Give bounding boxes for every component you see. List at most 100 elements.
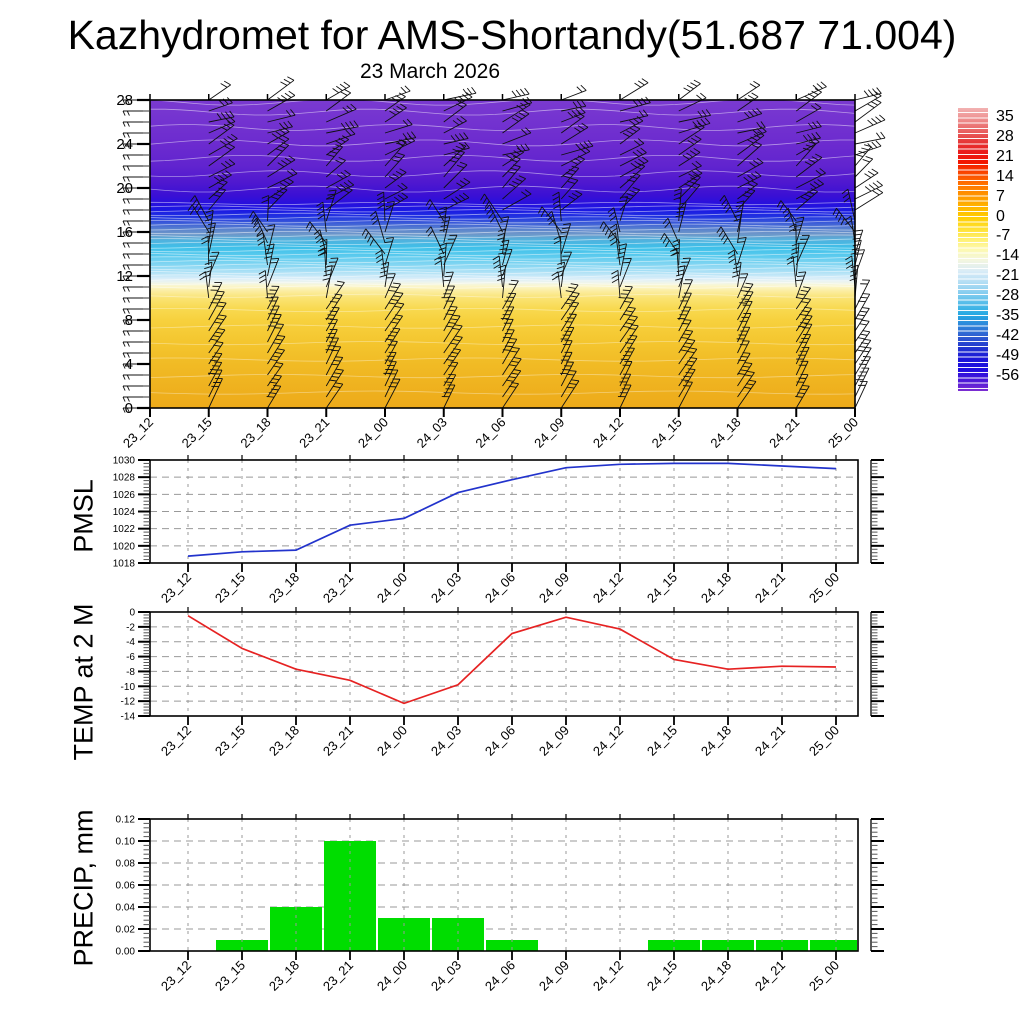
x-tick-label: 23_21: [296, 415, 332, 451]
bar: [432, 918, 484, 951]
colorbar-tick-label: -21: [996, 267, 1020, 285]
x-tick-label: 23_12: [158, 570, 194, 606]
y-tick-label: 28: [116, 92, 133, 109]
date-subtitle: 23 March 2026: [359, 60, 501, 83]
x-tick-label: 23_21: [320, 723, 356, 759]
x-tick-label: 24_09: [531, 415, 567, 451]
x-tick-label: 24_00: [374, 958, 410, 994]
pmsl-line: [187, 462, 837, 557]
right-ruler: [870, 459, 884, 564]
y-tick-label: 0.06: [116, 881, 136, 892]
bar: [324, 841, 376, 951]
right-ruler: [870, 818, 884, 952]
colorbar-tick-label: 21: [996, 147, 1014, 165]
x-tick-label: 24_09: [536, 723, 572, 759]
y-tick-label: 4: [125, 356, 133, 373]
bar: [648, 940, 700, 951]
x-tick-label: 24_21: [752, 958, 788, 994]
x-tick-label: 23_12: [158, 958, 194, 994]
x-tick-label: 24_12: [590, 570, 626, 606]
y-tick-label: 1024: [113, 507, 136, 518]
x-tick-label: 24_18: [698, 570, 734, 606]
x-tick-label: 24_15: [644, 723, 680, 759]
x-tick-label: 24_00: [374, 570, 410, 606]
y-tick-label: 0.12: [116, 815, 136, 826]
y-tick-label: -8: [126, 667, 135, 678]
right-ruler: [870, 611, 884, 717]
pmsl-panel: 1018 1020 1022 1024 1026 1028 1030 23_12 23_15 23…: [113, 455, 884, 606]
wind-barbs: [122, 76, 886, 413]
page-title: Kazhydromet for AMS-Shortandy(51.687 71.…: [67, 12, 957, 58]
y-tick-label: 1018: [113, 559, 136, 570]
x-tick-label: 24_06: [482, 570, 518, 606]
bar: [216, 940, 268, 951]
y-tick-label: 0.10: [116, 837, 136, 848]
x-tick-label: 23_21: [320, 958, 356, 994]
bar: [810, 940, 857, 951]
colorbar-tick-label: 7: [996, 187, 1005, 205]
x-tick-label: 25_00: [825, 415, 861, 451]
temp2m-panel: 0 -2 -4 -6 -8 -10 -12 -14 23_12 23_15 23_18 23_21 24…: [121, 607, 884, 759]
x-tick-label: 23_15: [179, 415, 215, 451]
y-tick-label: 24: [116, 136, 133, 153]
x-tick-label: 24_03: [428, 570, 464, 606]
y-tick-label: -12: [121, 697, 136, 708]
y-tick-label: 0.00: [116, 947, 136, 958]
y-tick-label: 0: [125, 400, 133, 417]
x-tick-label: 24_03: [414, 415, 450, 451]
x-tick-label: 25_00: [806, 723, 842, 759]
pmsl-axis-title: PMSL: [68, 479, 99, 553]
colorbar-tick-label: 14: [996, 167, 1014, 185]
y-tick-label: 1020: [113, 541, 136, 552]
x-tick-label: 24_21: [766, 415, 802, 451]
colorbar-tick-label: -56: [996, 366, 1020, 384]
colorbar-tick-label: -35: [996, 307, 1020, 324]
colorbar-tick-label: -28: [996, 287, 1020, 305]
y-tick-label: 12: [116, 268, 133, 285]
x-tick-label: 24_09: [536, 958, 572, 994]
x-tick-label: 23_15: [212, 570, 248, 606]
x-tick-label: 24_03: [428, 723, 464, 759]
y-tick-label: 1030: [113, 456, 136, 467]
precip-bars: [216, 841, 857, 951]
bar: [378, 918, 430, 951]
precip-axis-title: PRECIP, mm: [68, 809, 99, 967]
bar: [486, 940, 538, 951]
x-tick-label: 24_15: [644, 958, 680, 994]
x-tick-label: 23_12: [158, 723, 194, 759]
y-tick-label: 1022: [113, 524, 136, 535]
y-tick-label: 8: [125, 312, 133, 329]
bar: [702, 940, 754, 951]
x-tick-label: 24_06: [472, 415, 508, 451]
y-tick-label: 0.08: [116, 859, 136, 870]
x-tick-label: 23_12: [120, 415, 156, 451]
x-tick-label: 24_06: [482, 958, 518, 994]
y-tick-label: 0.02: [116, 925, 136, 936]
x-tick-label: 24_21: [752, 723, 788, 759]
x-tick-label: 24_09: [536, 570, 572, 606]
colorbar-tick-label: -49: [996, 346, 1020, 364]
x-tick-label: 24_03: [428, 958, 464, 994]
colorbar-tick-label: -7: [996, 227, 1011, 245]
y-tick-label: 0.04: [116, 903, 136, 914]
colorbar-tick-label: 0: [996, 207, 1005, 225]
x-tick-label: 24_18: [707, 415, 743, 451]
x-tick-label: 24_00: [355, 415, 391, 451]
x-tick-label: 24_15: [649, 415, 685, 451]
temp-axis-title: TEMP at 2 M: [68, 603, 99, 761]
x-tick-label: 24_00: [374, 723, 410, 759]
precip-panel: 0.00 0.02 0.04 0.06 0.08 0.10 0.12 23_12 23_15 23…: [116, 814, 884, 994]
x-tick-label: 25_00: [806, 570, 842, 606]
y-tick-label: -4: [126, 637, 135, 648]
upper-air-panel: 0 4 8 12 16 20 24 28 23_12 23_15 23_18 23_21 24_00 24…: [116, 76, 886, 451]
x-tick-label: 24_15: [644, 570, 680, 606]
colorbar-tick-label: -14: [996, 247, 1020, 265]
colorbar-tick-label: -42: [996, 326, 1020, 344]
y-tick-label: 1026: [113, 490, 136, 501]
y-tick-label: -10: [121, 682, 136, 693]
y-tick-label: -2: [126, 622, 135, 633]
x-tick-label: 24_18: [698, 958, 734, 994]
y-tick-label: -6: [126, 652, 135, 663]
x-tick-label: 23_18: [266, 570, 302, 606]
